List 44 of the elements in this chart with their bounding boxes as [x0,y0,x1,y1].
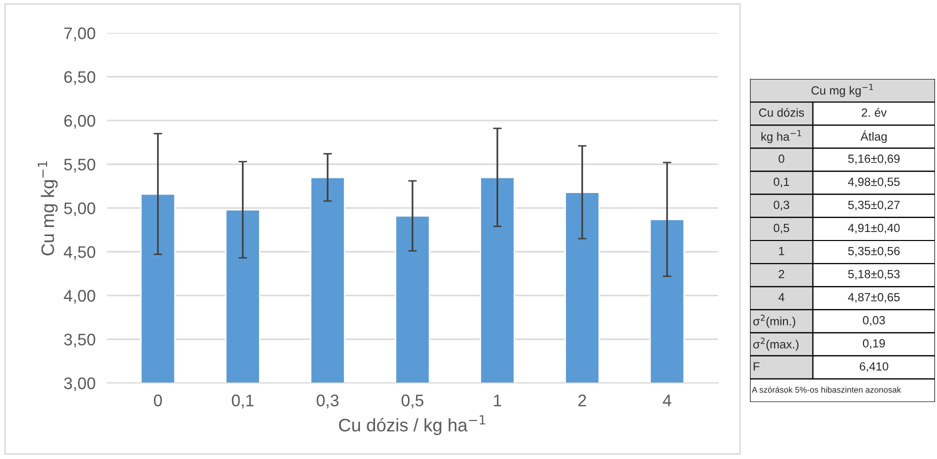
x-tick-label: 0,5 [402,394,424,408]
text: 4,98±0,55 [848,178,900,188]
text: 6,410 [860,362,888,372]
text: σ$^{2}$(min.) [753,314,796,328]
y-tick-label: 3,00 [64,377,96,392]
x-tick-label: 2 [578,394,586,406]
category-label: 0 [778,154,784,163]
category-label: 0,5 [774,224,790,234]
text: 0,03 [862,316,885,326]
text: Cu mg kg$^{−1}$ [812,84,873,97]
x-tick-label: 0 [154,394,162,406]
text: 5,16±0,69 [848,154,900,164]
text: Cu dózis [759,108,804,117]
y-tick-label: 4,00 [64,290,96,304]
y-tick-label: 7,00 [64,27,96,42]
y-tick-label: 4,50 [64,246,96,260]
x-tick-label: 1 [494,394,502,406]
text: σ$^{2}$(max.) [753,338,798,351]
category-label: 2 [778,270,784,278]
category-label: 0,3 [774,200,790,210]
text: 5,35±0,27 [848,200,900,210]
text: 4,87±0,65 [848,292,900,303]
y-axis-title: Cu mg kg$^{−1}$ [38,161,58,256]
text: F [754,362,760,370]
y-tick-label: 3,50 [64,334,96,348]
text: 0,19 [862,339,885,349]
text: 4,91±0,40 [848,224,900,234]
y-tick-label: 5,50 [64,158,96,172]
x-tick-label: 4 [662,394,672,406]
category-label: 4 [778,293,784,302]
text: 5,18±0,53 [848,270,900,280]
category-label: 1 [779,246,784,256]
text: A szórások 5%-os hibaszinten azonosak [752,386,902,393]
x-axis-title: Cu dózis / kg ha$^{−1}$ [339,415,486,436]
text: 5,35±0,56 [848,246,900,257]
category-label: 0,1 [774,178,790,188]
x-tick-label: 0,3 [316,394,338,408]
x-tick-label: 0,1 [232,394,254,408]
y-tick-label: 6,00 [64,114,96,129]
y-tick-label: 6,50 [64,71,96,85]
y-tick-label: 5,00 [64,202,96,216]
text: 2. év [862,108,887,117]
text: Átlag [860,130,887,144]
text: kg ha$^{−1}$ [761,130,802,144]
